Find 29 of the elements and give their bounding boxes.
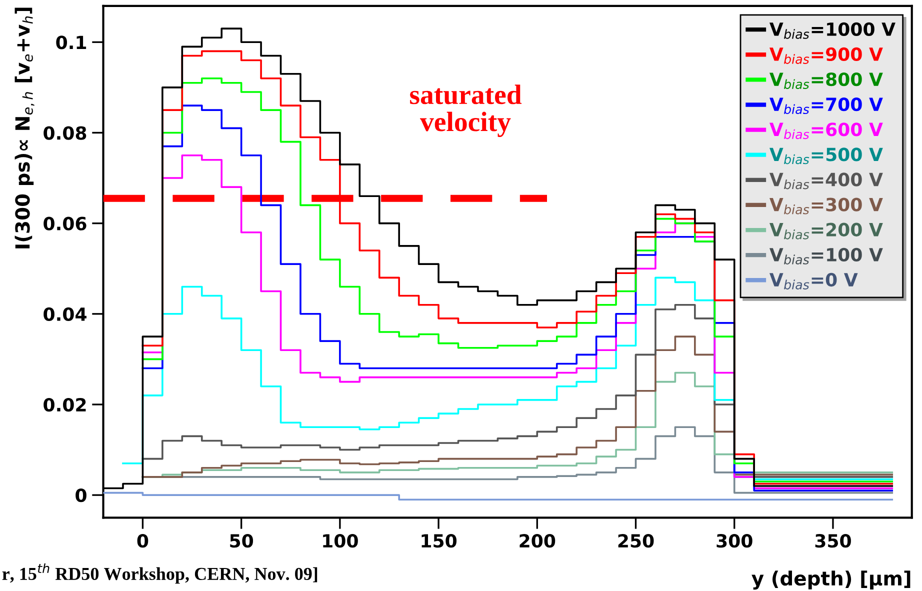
legend-label: V$_{bias}$=600 V bbox=[769, 122, 883, 140]
legend-label: V$_{bias}$=800 V bbox=[769, 72, 883, 89]
x-tick-label: 0 bbox=[137, 534, 148, 548]
x-axis-title: y (depth) [μm] bbox=[752, 570, 910, 590]
y-tick-label: 0 bbox=[76, 488, 86, 502]
y-tick-label: 0.02 bbox=[44, 398, 86, 412]
legend-label: V$_{bias}$=900 V bbox=[769, 47, 883, 64]
x-tick-label: 250 bbox=[618, 534, 654, 548]
x-tick-label: 200 bbox=[520, 534, 556, 548]
y-tick-label: 0.08 bbox=[44, 126, 86, 140]
legend-label: V$_{bias}$=500 V bbox=[769, 148, 883, 164]
x-tick-label: 150 bbox=[422, 534, 457, 548]
x-tick-label: 50 bbox=[230, 534, 254, 548]
y-tick-label: 0.1 bbox=[56, 36, 86, 50]
y-axis-title: I(300 ps)∝ N$_{e,h}$ [v$_{e}$+v$_{h}$] bbox=[14, 8, 34, 248]
y-tick-label: 0.04 bbox=[44, 307, 86, 322]
legend-label: V$_{bias}$=100 V bbox=[769, 248, 883, 264]
legend-label: V$_{bias}$=200 V bbox=[769, 222, 883, 240]
x-tick-label: 300 bbox=[716, 534, 752, 548]
x-tick-label: 100 bbox=[323, 534, 358, 548]
legend-label: V$_{bias}$=400 V bbox=[769, 172, 883, 190]
legend-label: V$_{bias}$=0 V bbox=[769, 272, 858, 290]
annotation: saturated velocity bbox=[410, 84, 522, 138]
x-tick-label: 350 bbox=[815, 534, 851, 548]
legend-label: V$_{bias}$=300 V bbox=[769, 198, 883, 214]
y-tick-label: 0.06 bbox=[44, 216, 86, 230]
legend-label: V$_{bias}$=700 V bbox=[769, 98, 883, 114]
text: r, 15$^{th}$ RD50 Workshop, CERN, Nov. 09] bbox=[2, 563, 318, 584]
legend-label: V$_{bias}$=1000 V bbox=[769, 22, 896, 39]
